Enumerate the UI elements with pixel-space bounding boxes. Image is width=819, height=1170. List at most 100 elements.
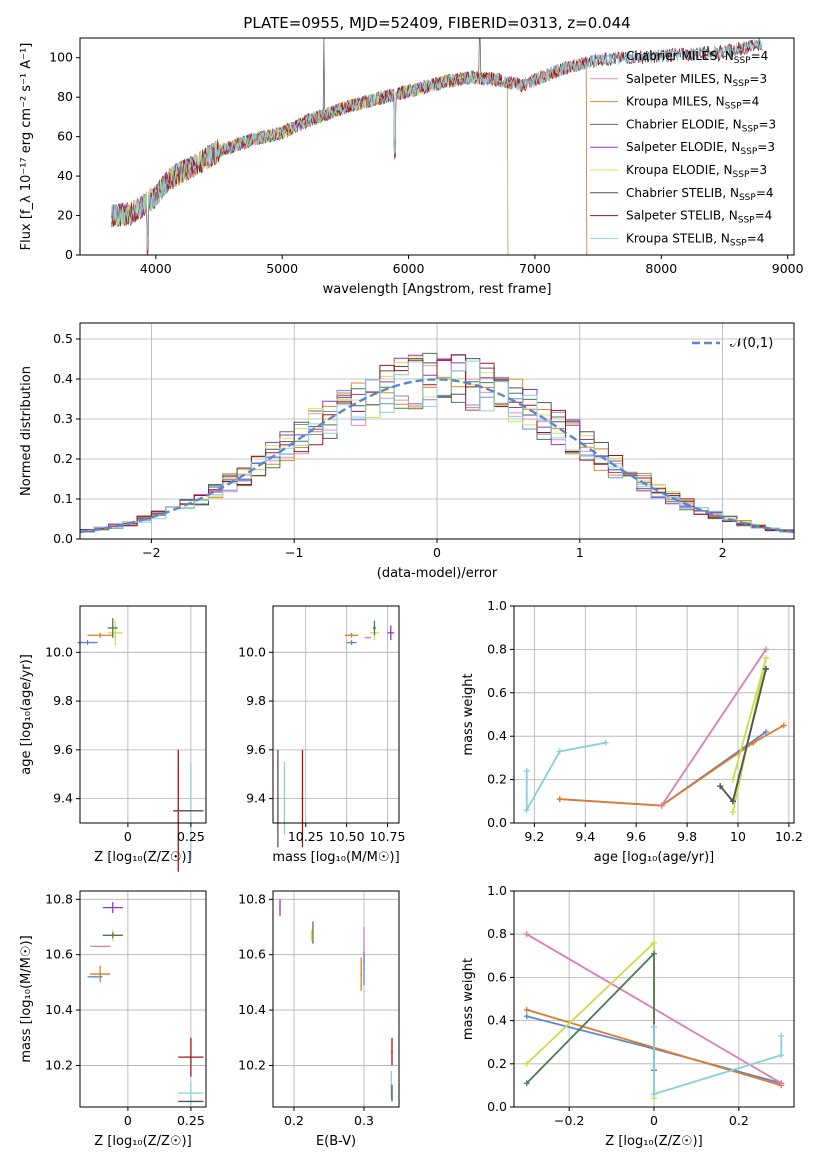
data-point	[360, 973, 363, 975]
y-tick-label: 0.6	[487, 969, 507, 984]
weight-marker	[763, 665, 769, 672]
mass-weight-vs-metallicity-panel: −0.2 0 0.2 0.0 0.2 0.4 0.6 0.8 1.0 Z [log₁₀(Z/Z☉)…	[461, 883, 795, 1149]
residual-histogram-panel: −2 −1 0 1 2 0.0 0.1 0.2 0.3 0.4 0.5 (data-model)/er…	[19, 322, 795, 581]
weight-marker	[602, 739, 609, 746]
data-point	[111, 934, 114, 937]
y-tick-label: 0.6	[487, 685, 507, 700]
x-tick-label: 9.4	[575, 829, 595, 844]
y-tick-label: 10.2	[45, 1057, 73, 1072]
x-axis-label: Z [log₁₀(Z/Z☉)]	[94, 850, 191, 865]
y-axis-label: mass weight	[461, 958, 476, 1040]
data-point	[367, 636, 369, 639]
weight-marker	[523, 1006, 530, 1013]
data-point	[390, 632, 392, 634]
data-point	[99, 634, 101, 637]
x-tick-label: −1	[285, 545, 303, 560]
x-tick-label: 0	[650, 1113, 658, 1128]
y-tick-label: 40	[57, 168, 73, 183]
histogram-series-7	[80, 354, 794, 539]
axes-frame	[79, 37, 795, 256]
x-tick-label: 0.25	[177, 829, 205, 844]
y-tick-label: 100	[49, 50, 73, 65]
x-tick-label: 0	[124, 829, 132, 844]
spectrum-line-7	[111, 40, 763, 255]
legend-entry: Chabrier STELIB, NSSP=4	[626, 186, 774, 203]
axes-frame	[513, 605, 795, 824]
y-axis-label: Flux [f_λ 10⁻¹⁷ erg cm⁻² s⁻¹ A⁻¹]	[19, 43, 34, 251]
legend-entry: Kroupa MILES, NSSP=4	[626, 95, 759, 112]
axes-frame	[79, 605, 207, 824]
legend-entry: Salpeter ELODIE, NSSP=3	[626, 140, 775, 157]
y-tick-label: 0.2	[53, 451, 73, 466]
y-tick-label: 80	[57, 89, 73, 104]
y-tick-label: 9.8	[246, 693, 266, 708]
legend-entry: Chabrier MILES, NSSP=4	[626, 49, 768, 66]
y-tick-label: 0.5	[53, 331, 73, 346]
x-tick-label: 1	[576, 545, 584, 560]
x-axis-label: wavelength [Angstrom, rest frame]	[323, 282, 552, 297]
legend-entry: 𝒩(0,1)	[730, 336, 773, 351]
weight-marker	[658, 802, 665, 809]
weight-marker	[651, 1091, 657, 1098]
y-tick-label: 10.4	[238, 1002, 266, 1017]
weight-marker	[763, 646, 769, 653]
y-tick-label: 10.2	[238, 1057, 266, 1072]
x-tick-label: 0	[433, 545, 441, 560]
x-axis-label: E(B-V)	[316, 1134, 356, 1149]
y-axis-label: Normed distribution	[19, 366, 34, 496]
data-point	[190, 1056, 192, 1058]
y-tick-label: 0.8	[487, 926, 507, 941]
weight-marker	[523, 1080, 530, 1087]
y-tick-label: 0	[65, 247, 73, 262]
axes-frame	[272, 605, 400, 824]
mass-weight-vs-age-panel: 9.2 9.4 9.6 9.8 10 10.2 0.0 0.2 0.4 0.6 0.8 1.0 age …	[461, 598, 803, 865]
weight-marker	[750, 739, 757, 746]
spectrum-line-5	[111, 71, 509, 255]
data-point	[190, 810, 192, 812]
y-tick-label: 20	[57, 208, 73, 223]
legend-entry: Salpeter MILES, NSSP=3	[626, 72, 767, 89]
data-point	[279, 906, 281, 909]
data-point	[373, 627, 376, 629]
weight-marker	[523, 1013, 530, 1020]
legend-entry: Chabrier ELODIE, NSSP=3	[626, 117, 776, 134]
y-tick-label: 0.4	[487, 1013, 507, 1028]
y-tick-label: 0.4	[487, 728, 507, 743]
y-tick-label: 0.0	[487, 815, 507, 830]
y-tick-label: 1.0	[487, 598, 507, 613]
mass-vs-metallicity-panel: 0 0.25 10.2 10.4 10.6 10.8 Z [log₁₀(Z/Z☉)] mass…	[19, 890, 207, 1149]
weight-line	[653, 1027, 783, 1096]
data-point	[363, 967, 365, 970]
x-tick-label: 9.8	[677, 829, 697, 844]
histogram-series-8	[80, 360, 794, 539]
y-axis-label: age [log₁₀(age/yr)]	[19, 654, 34, 775]
x-axis-label: (data-model)/error	[377, 566, 498, 581]
weight-marker	[729, 809, 736, 816]
y-axis-label: mass [log₁₀(M/M☉)]	[19, 935, 34, 1062]
weight-marker	[763, 728, 769, 735]
x-tick-label: 0	[124, 1113, 132, 1128]
data-point	[99, 973, 101, 975]
data-point	[111, 627, 114, 629]
y-tick-label: 0.2	[487, 1056, 507, 1071]
weight-marker	[729, 798, 736, 805]
x-tick-label: 9.6	[626, 829, 646, 844]
x-tick-label: 4000	[140, 261, 172, 276]
y-tick-label: 0.1	[53, 491, 73, 506]
data-point	[277, 797, 279, 800]
x-tick-label: 0.2	[284, 1113, 304, 1128]
y-tick-label: 0.4	[53, 371, 73, 386]
data-point	[363, 945, 365, 948]
x-tick-label: 10.50	[329, 829, 365, 844]
x-tick-label: 10.2	[775, 829, 803, 844]
weight-marker	[651, 939, 657, 946]
y-tick-label: 9.8	[53, 693, 73, 708]
x-tick-label: 0.2	[729, 1113, 749, 1128]
data-point	[350, 641, 353, 644]
data-point	[301, 797, 304, 800]
y-tick-label: 9.6	[246, 742, 266, 757]
data-point	[391, 1050, 393, 1053]
y-tick-label: 9.6	[53, 742, 73, 757]
x-tick-label: 9000	[772, 261, 804, 276]
